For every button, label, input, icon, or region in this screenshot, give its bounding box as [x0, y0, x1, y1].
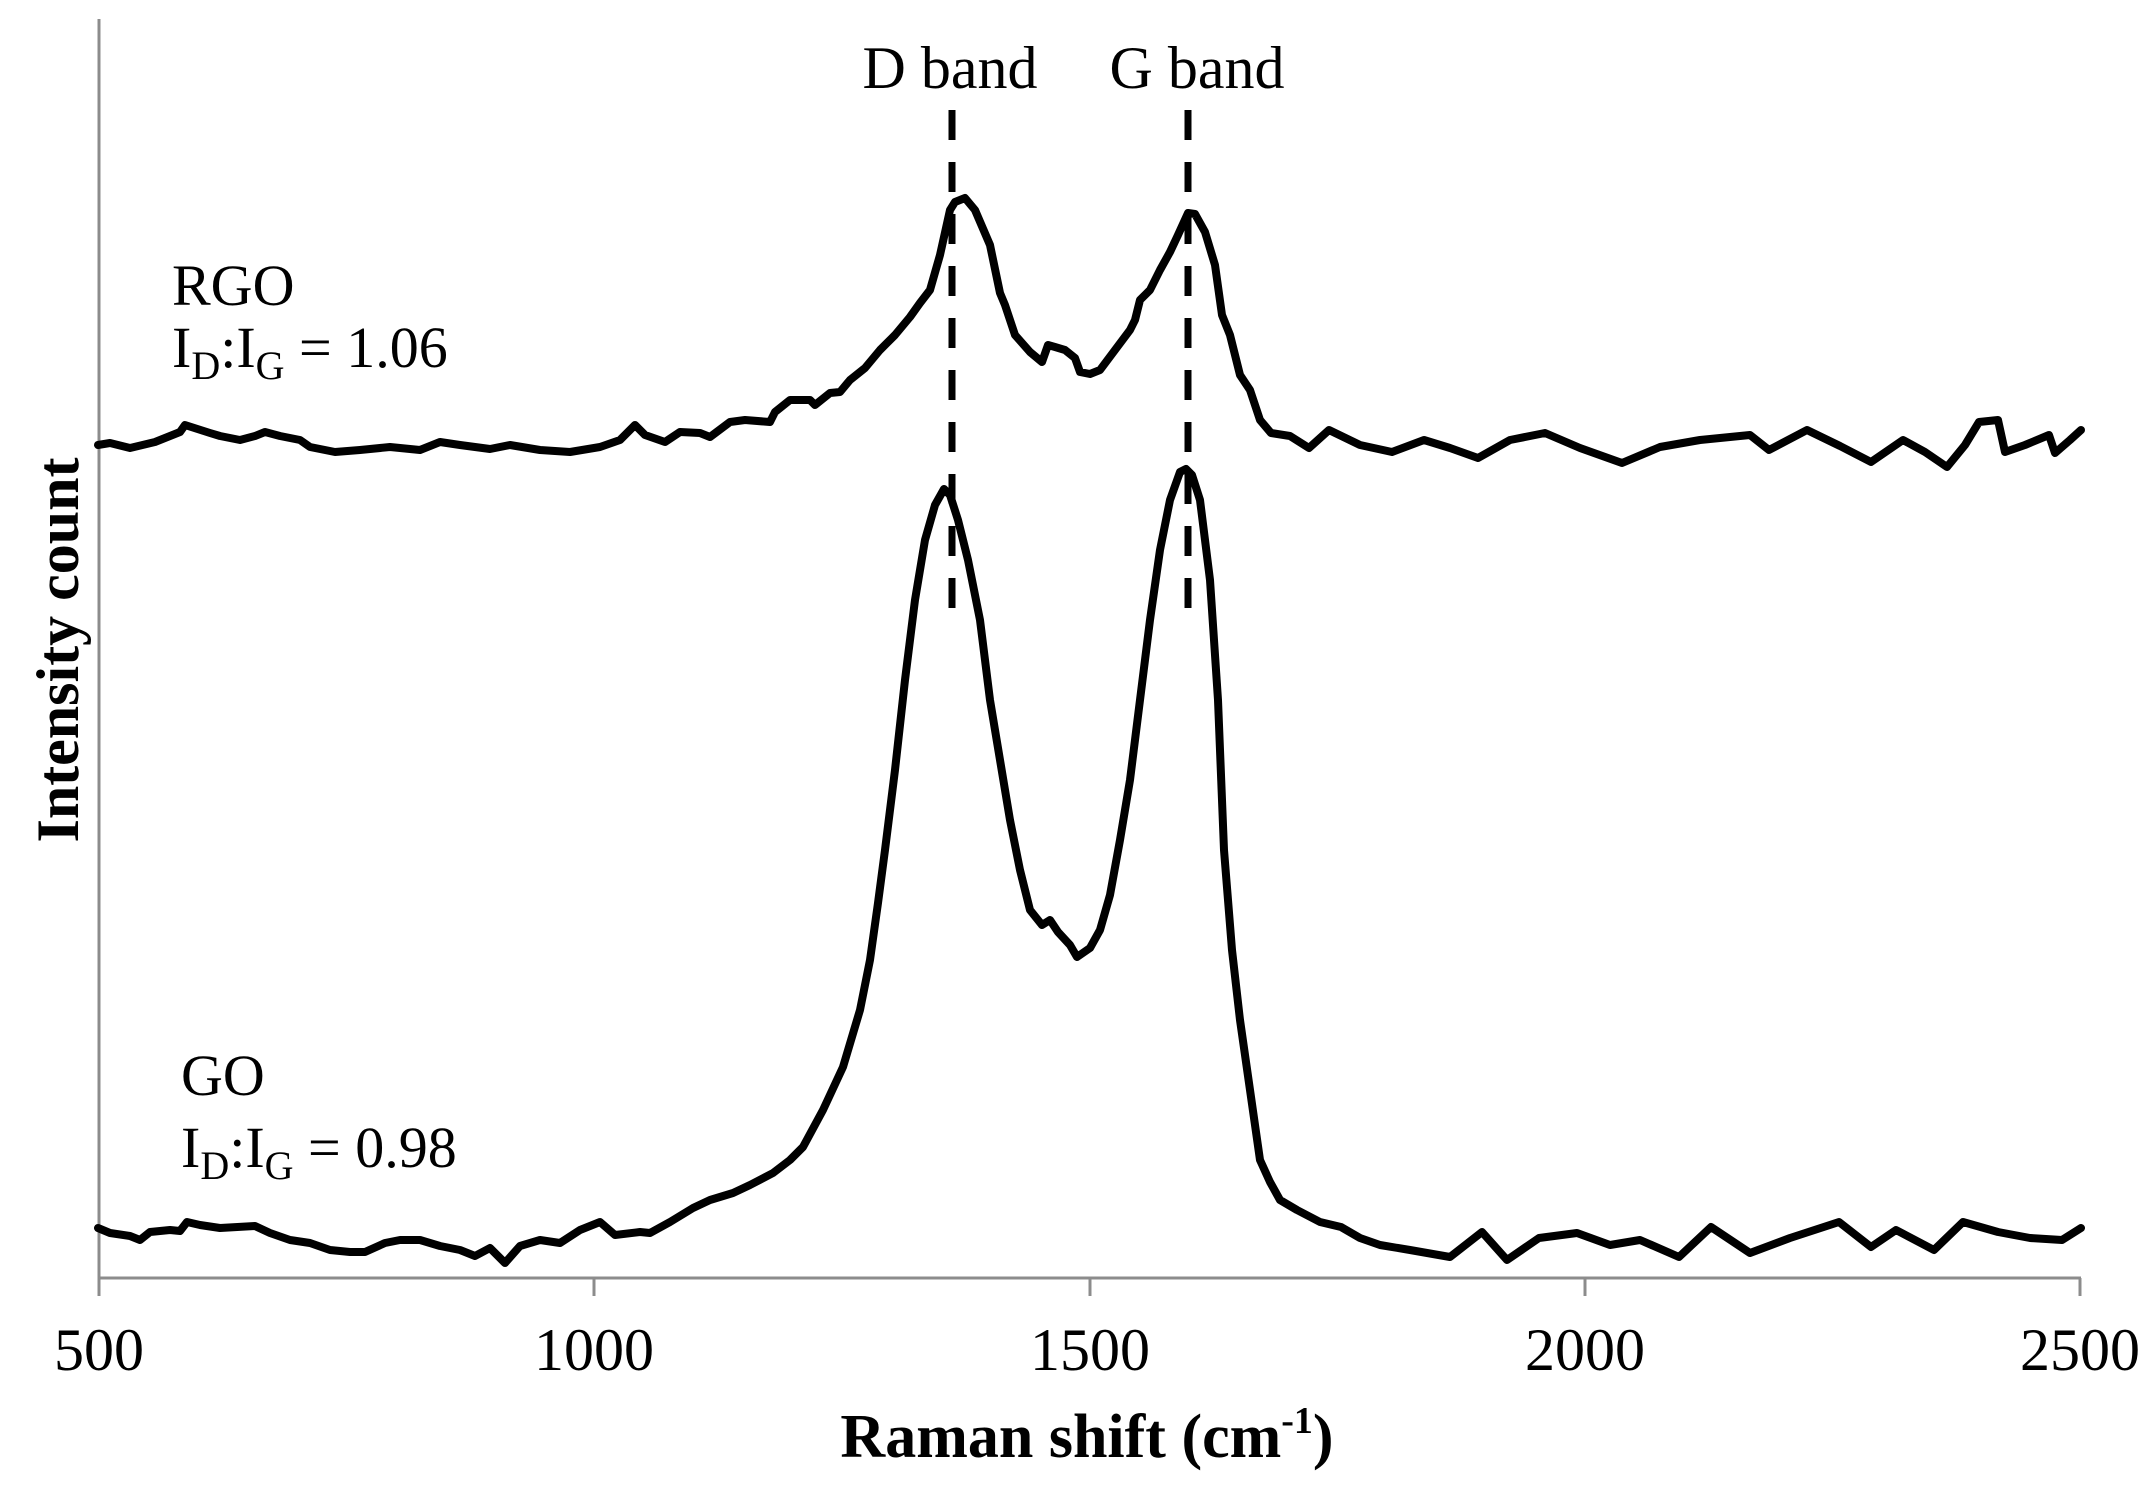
rgo-ratio-i: I	[172, 315, 191, 380]
g-band-label: G band	[1110, 35, 1285, 101]
x-tick-label-500: 500	[54, 1317, 144, 1383]
x-axis-title-superscript: -1	[1281, 1400, 1313, 1442]
go-ratio-label: ID:IG = 0.98	[181, 1115, 457, 1188]
rgo-ratio-colon-i: :I	[220, 315, 255, 380]
rgo-ratio-value: = 1.06	[285, 315, 448, 380]
go-ratio-value: = 0.98	[294, 1115, 457, 1180]
go-ratio-sub-g: G	[265, 1143, 294, 1188]
rgo-ratio-sub-d: D	[191, 343, 220, 388]
x-tick-label-1500: 1500	[1030, 1317, 1150, 1383]
go-ratio-i: I	[181, 1115, 200, 1180]
go-ratio-sub-d: D	[200, 1143, 229, 1188]
go-ratio-colon-i: :I	[229, 1115, 264, 1180]
go-label: GO	[181, 1043, 265, 1108]
x-tick-label-2000: 2000	[1525, 1317, 1645, 1383]
x-tick-label-2500: 2500	[2020, 1317, 2140, 1383]
x-axis-title-main: Raman shift (cm	[840, 1403, 1281, 1471]
go-spectrum-curve	[94, 465, 2085, 1267]
d-band-label: D band	[863, 35, 1038, 101]
rgo-ratio-sub-g: G	[256, 343, 285, 388]
x-tick-label-1000: 1000	[534, 1317, 654, 1383]
y-axis-title: Intensity count	[25, 457, 91, 842]
rgo-label: RGO	[172, 253, 294, 318]
rgo-ratio-label: ID:IG = 1.06	[172, 315, 448, 388]
x-axis-title-close: )	[1313, 1403, 1334, 1471]
rgo-spectrum-curve	[94, 194, 2085, 471]
x-axis-title: Raman shift (cm-1)	[840, 1400, 1333, 1471]
